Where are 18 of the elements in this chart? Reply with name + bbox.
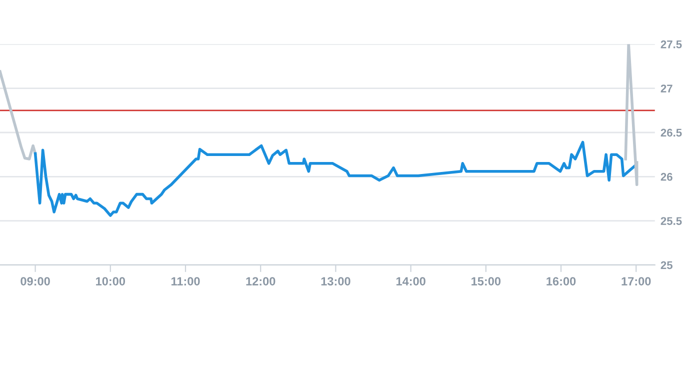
x-tick-label: 15:00 [472, 277, 501, 286]
x-tick-label: 14:00 [396, 277, 426, 286]
y-tick-label: 25.5 [660, 217, 682, 225]
line-series [34, 140, 636, 217]
line-series [624, 44, 638, 186]
y-tick-label: 26.5 [660, 128, 682, 137]
x-tick-label: 17:00 [622, 277, 651, 286]
y-tick-label: 27.5 [660, 40, 682, 48]
x-tick-label: 09:00 [20, 277, 50, 286]
y-tick-label: 27 [660, 84, 672, 92]
x-tick-label: 16:00 [546, 277, 576, 286]
x-tick-label: 10:00 [96, 277, 126, 286]
x-tick-label: 11:00 [171, 277, 200, 286]
y-tick-label: 25 [660, 261, 672, 270]
x-tick-label: 12:00 [246, 277, 276, 286]
y-tick-label: 26 [660, 172, 672, 181]
line-series [0, 70, 37, 160]
x-tick-label: 13:00 [321, 277, 350, 286]
